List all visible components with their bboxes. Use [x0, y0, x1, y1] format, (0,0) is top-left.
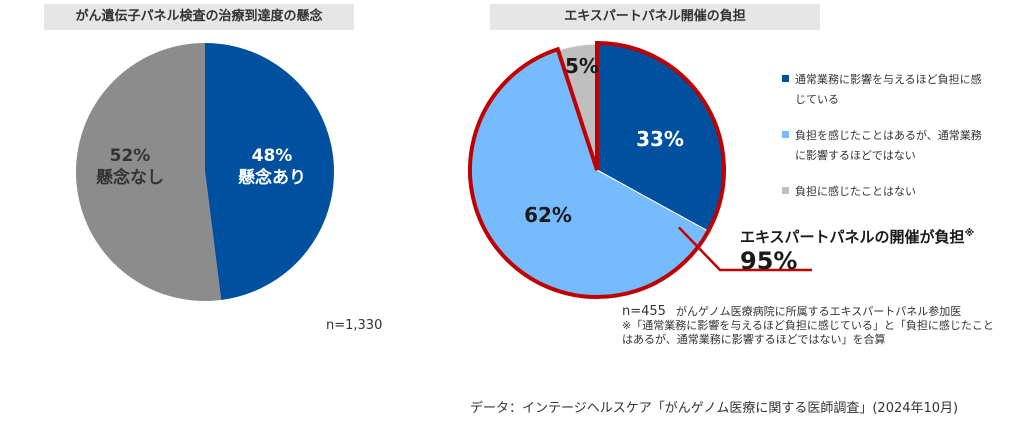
highlight-outline — [468, 40, 726, 299]
chart2-pie: 33% 62% 5% — [468, 40, 812, 299]
chart1-title: がん遺伝子パネル検査の治療到達度の懸念 — [44, 4, 354, 30]
slice-value-label: 62% — [524, 203, 572, 227]
callout-percent: 95% — [740, 247, 798, 275]
chart2-callout: エキスパートパネルの開催が負担※ 95% — [740, 226, 974, 275]
slice-category-label: 懸念なし — [96, 167, 164, 188]
slice-value-label: 5% — [565, 54, 599, 78]
chart2-legend: 通常業務に影響を与えるほど負担に感じている 負担を感じたことはあるが、通常業務に… — [782, 70, 982, 218]
legend-swatch — [782, 75, 789, 82]
slice-value-label: 48% — [252, 146, 293, 166]
chart2-sample-size: n=455 — [622, 304, 666, 319]
slice-value-label: 52% — [110, 146, 151, 166]
legend-label: 負担を感じたことはあるが、通常業務に影響するほどではない — [795, 129, 982, 162]
chart2-title: エキスパートパネル開催の負担 — [490, 4, 820, 30]
chart2-footnote: ※「通常業務に影響を与えるほど負担に感じている」と「負担に感じたことはあるが、通… — [622, 319, 994, 346]
pie-slice — [205, 43, 335, 300]
callout-label: エキスパートパネルの開催が負担 — [740, 228, 965, 246]
legend-label: 通常業務に影響を与えるほど負担に感じている — [795, 73, 982, 106]
slice-value-label: 33% — [636, 127, 684, 151]
legend-item: 負担に感じたことはない — [782, 182, 982, 202]
pie-slice — [76, 42, 222, 301]
slice-category-label: 懸念あり — [238, 167, 306, 188]
chart1-pie: 48%懸念あり 52%懸念なし — [76, 42, 335, 301]
chart2-sample-desc: がんゲノム医療病院に所属するエキスパートパネル参加医 — [675, 305, 962, 318]
legend-swatch — [782, 187, 789, 194]
callout-mark: ※ — [964, 228, 975, 239]
callout-line — [678, 226, 812, 272]
legend-item: 通常業務に影響を与えるほど負担に感じている — [782, 70, 982, 110]
data-source: データ：インテージヘルスケア「がんゲノム医療に関する医師調査」(2024年10月… — [470, 401, 959, 416]
legend-label: 負担に感じたことはない — [795, 185, 916, 198]
legend-item: 負担を感じたことはあるが、通常業務に影響するほどではない — [782, 126, 982, 166]
callout-text: エキスパートパネルの開催が負担※ — [740, 226, 974, 247]
chart1-sample-size: n=1,330 — [326, 318, 383, 333]
legend-swatch — [782, 131, 789, 138]
chart2-note: n=455 がんゲノム医療病院に所属するエキスパートパネル参加医 ※「通常業務に影… — [622, 305, 994, 347]
